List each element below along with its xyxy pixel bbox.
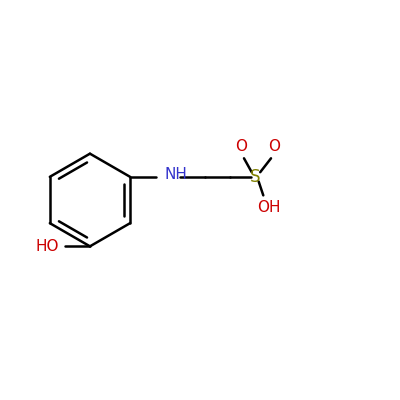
- Text: S: S: [250, 168, 261, 186]
- Text: OH: OH: [257, 200, 281, 215]
- Text: O: O: [268, 139, 280, 154]
- Text: NH: NH: [164, 168, 187, 182]
- Text: O: O: [235, 139, 247, 154]
- Text: HO: HO: [36, 239, 59, 254]
